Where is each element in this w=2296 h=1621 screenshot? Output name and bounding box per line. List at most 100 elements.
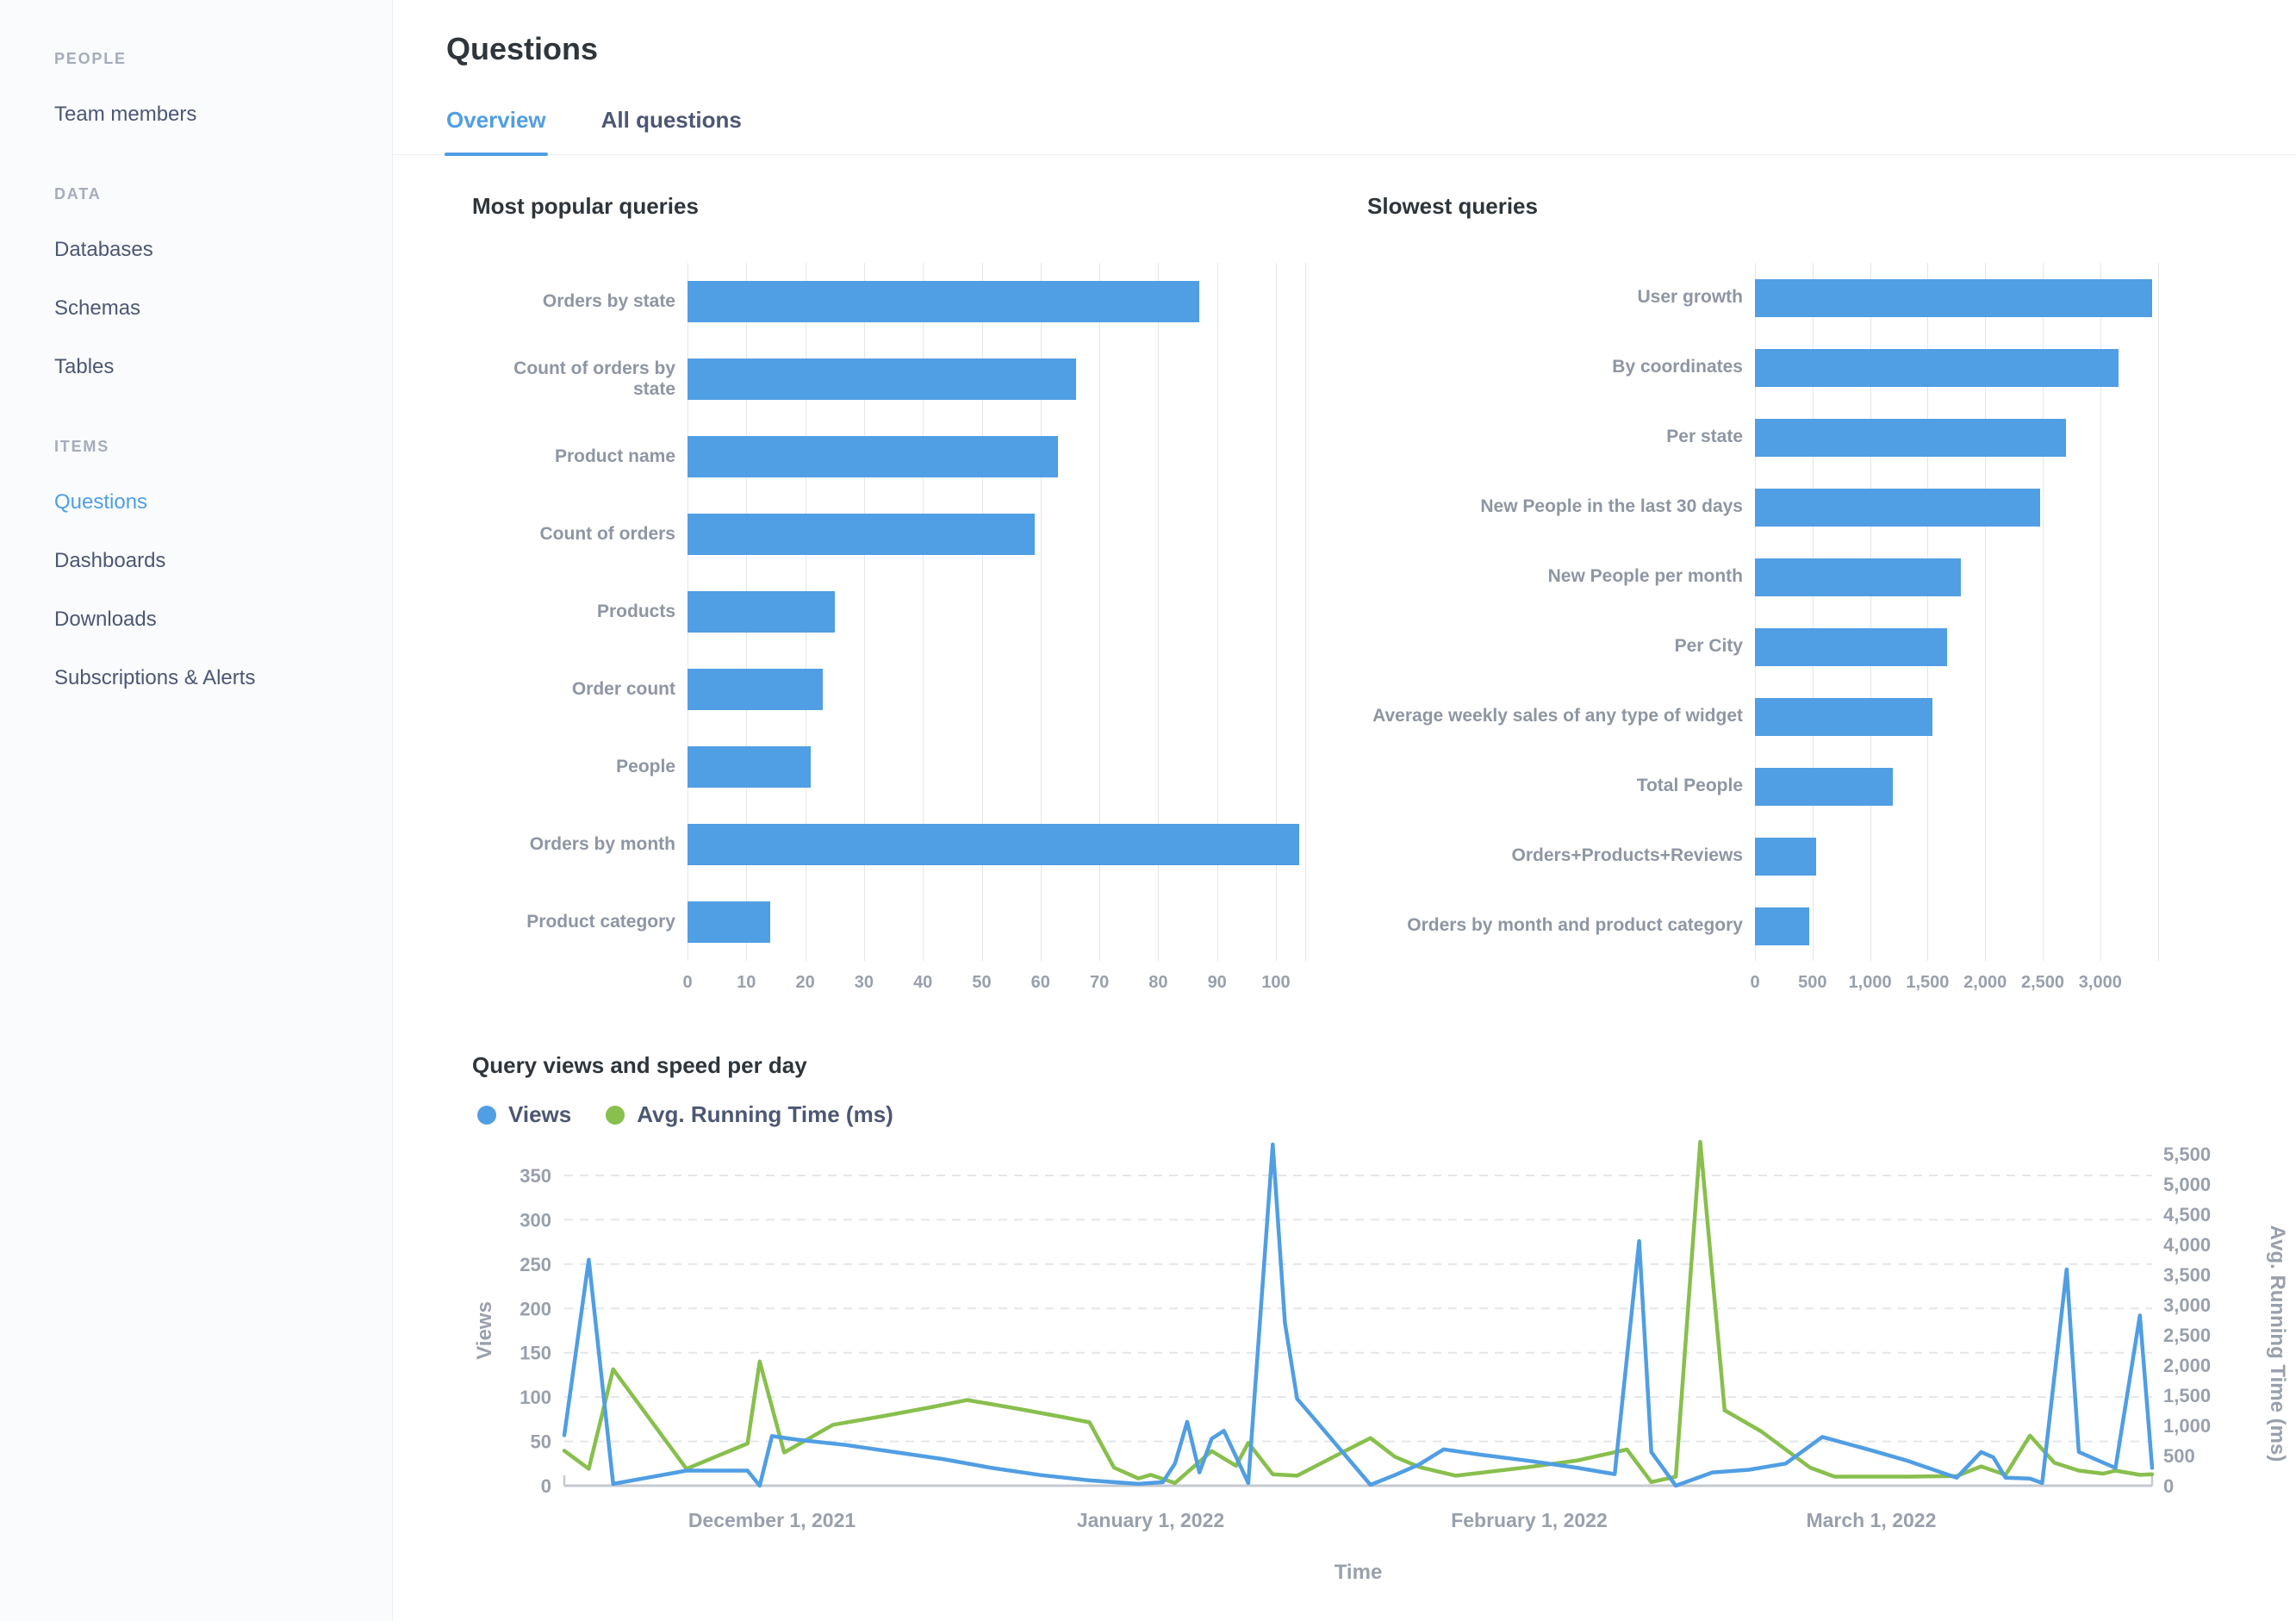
- bar-category-label: New People in the last 30 days: [1480, 496, 1743, 517]
- tab-all-questions[interactable]: All questions: [600, 107, 742, 133]
- y-left-tick-label: 100: [520, 1387, 551, 1408]
- x-axis-tick-label: 50: [972, 973, 992, 992]
- bar[interactable]: [1755, 767, 1894, 806]
- bar[interactable]: [1755, 558, 1962, 596]
- y-right-tick-label: 500: [2163, 1445, 2195, 1467]
- x-axis-tick-label: 40: [913, 973, 933, 992]
- y-right-tick-label: 2,500: [2163, 1325, 2211, 1346]
- page-title: Questions: [446, 31, 599, 66]
- bar[interactable]: [1755, 418, 2066, 457]
- gridline: [1158, 263, 1160, 961]
- sidebar-item-questions[interactable]: Questions: [54, 490, 148, 514]
- bar-category-label: Product name: [554, 446, 675, 466]
- x-axis-tick-label: 100: [1261, 973, 1291, 992]
- x-axis-tick-label: 3,000: [2078, 973, 2122, 992]
- legend-item-views: Views: [477, 1101, 571, 1128]
- bar-category-label: Count of orders by state: [513, 358, 675, 399]
- bar-category-labels: User growth By coordinates Per state New Pe…: [1367, 263, 1755, 961]
- sidebar-item-downloads[interactable]: Downloads: [54, 608, 157, 631]
- sidebar-item-databases[interactable]: Databases: [54, 238, 153, 261]
- bar[interactable]: [1755, 907, 1809, 945]
- x-axis-tick-label: 90: [1207, 973, 1227, 992]
- gridline: [1812, 263, 1814, 961]
- y-left-tick-label: 50: [531, 1431, 551, 1453]
- x-axis-tick-label: 80: [1148, 973, 1168, 992]
- gridline: [1276, 263, 1277, 961]
- y-right-tick-label: 3,000: [2163, 1294, 2211, 1316]
- sidebar-section-header: DATA: [54, 185, 102, 203]
- gridline: [2100, 263, 2101, 961]
- bar[interactable]: [1755, 627, 1948, 666]
- bar-category-label: Average weekly sales of any type of widg…: [1372, 706, 1743, 726]
- x-axis-tick-label: 70: [1089, 973, 1110, 992]
- query-views-speed-plot: 0 50 100 150 200 250 300 350 0 500 1,000 1,500 2,000…: [473, 1139, 2289, 1584]
- x-axis-tick-labels: 0 500 1,000 1,500 2,000 2,500 3,000: [1750, 973, 2170, 1002]
- legend-item-avg-running-time-ms: Avg. Running Time (ms): [606, 1101, 893, 1128]
- bar-category-label: Orders by month: [529, 833, 675, 854]
- x-axis-title: Time: [1335, 1561, 1383, 1584]
- gridline: [1927, 263, 1929, 961]
- bar[interactable]: [688, 669, 824, 710]
- sidebar-item-team-members[interactable]: Team members: [54, 103, 197, 126]
- x-axis-tick-label: March 1, 2022: [1806, 1509, 1936, 1531]
- y-left-tick-label: 350: [520, 1165, 551, 1187]
- y-right-tick-label: 0: [2163, 1475, 2174, 1497]
- gridline: [1216, 263, 1218, 961]
- gridline: [2043, 263, 2044, 961]
- chart-query-views-and-speed: Query views and speed per day Views Avg. …: [472, 1052, 2296, 1602]
- bar-category-label: User growth: [1637, 287, 1743, 308]
- gridline: [1040, 263, 1042, 961]
- bar[interactable]: [688, 746, 812, 788]
- sidebar-item-schemas[interactable]: Schemas: [54, 296, 141, 320]
- gridline: [1099, 263, 1101, 961]
- bar[interactable]: [1755, 348, 2119, 387]
- tab-overview[interactable]: Overview: [445, 107, 548, 156]
- bar-plot-area: [1755, 263, 2170, 961]
- bar[interactable]: [688, 358, 1076, 400]
- tabs-bar: Overview All questions: [393, 107, 2296, 156]
- y-right-tick-label: 4,500: [2163, 1204, 2211, 1225]
- y-right-tick-label: 5,000: [2163, 1174, 2211, 1195]
- chart-most-popular-queries: Most popular queries Orders by state Coun…: [472, 193, 1312, 1002]
- x-axis-tick-label: 0: [682, 973, 693, 992]
- bar[interactable]: [688, 824, 1300, 865]
- bar-category-label: Per City: [1674, 636, 1743, 657]
- y-left-tick-label: 150: [520, 1343, 551, 1364]
- admin-sidebar: PEOPLE Team members DATA Databases Schemas Ta…: [0, 0, 393, 1621]
- bar[interactable]: [688, 591, 835, 633]
- y-left-axis-title: Views: [473, 1301, 496, 1360]
- bar[interactable]: [688, 514, 1035, 555]
- bar-category-label: Product category: [526, 911, 675, 932]
- bar[interactable]: [1755, 837, 1816, 876]
- bar[interactable]: [1755, 488, 2041, 527]
- x-axis-tick-label: 10: [737, 973, 756, 992]
- x-axis-tick-label: 60: [1030, 973, 1050, 992]
- sidebar-item-subscriptions-alerts[interactable]: Subscriptions & Alerts: [54, 666, 256, 689]
- x-axis-tick-label: 500: [1798, 973, 1827, 992]
- y-right-axis-title: Avg. Running Time (ms): [2266, 1225, 2289, 1462]
- sidebar-item-dashboards[interactable]: Dashboards: [54, 549, 166, 572]
- gridline: [1870, 263, 1871, 961]
- gridline: [981, 263, 983, 961]
- x-axis-tick-label: 30: [854, 973, 874, 992]
- bar-category-label: People: [616, 756, 675, 776]
- bar[interactable]: [1755, 697, 1932, 736]
- sidebar-item-tables[interactable]: Tables: [54, 355, 115, 378]
- x-axis-tick-labels: 0 10 20 30 40 50 60 70 80 90 100: [682, 973, 1312, 1002]
- bar-plot-area: [688, 263, 1312, 961]
- y-left-tick-label: 300: [520, 1209, 551, 1231]
- bar[interactable]: [688, 436, 1059, 477]
- bar[interactable]: [688, 281, 1200, 322]
- chart-title: Query views and speed per day: [472, 1052, 807, 1078]
- bar[interactable]: [1755, 278, 2152, 317]
- chart-title: Most popular queries: [472, 193, 699, 219]
- gridline: [863, 263, 865, 961]
- bar[interactable]: [688, 901, 770, 943]
- x-axis-tick-label: 1,000: [1848, 973, 1892, 992]
- x-axis-tick-label: February 1, 2022: [1451, 1509, 1608, 1531]
- most-popular-queries-plot: Orders by state Count of orders by state P…: [472, 263, 1312, 961]
- bar-category-label: Total People: [1636, 776, 1743, 796]
- x-axis-tick-label: 2,000: [1963, 973, 2007, 992]
- legend-label: Avg. Running Time (ms): [637, 1101, 893, 1127]
